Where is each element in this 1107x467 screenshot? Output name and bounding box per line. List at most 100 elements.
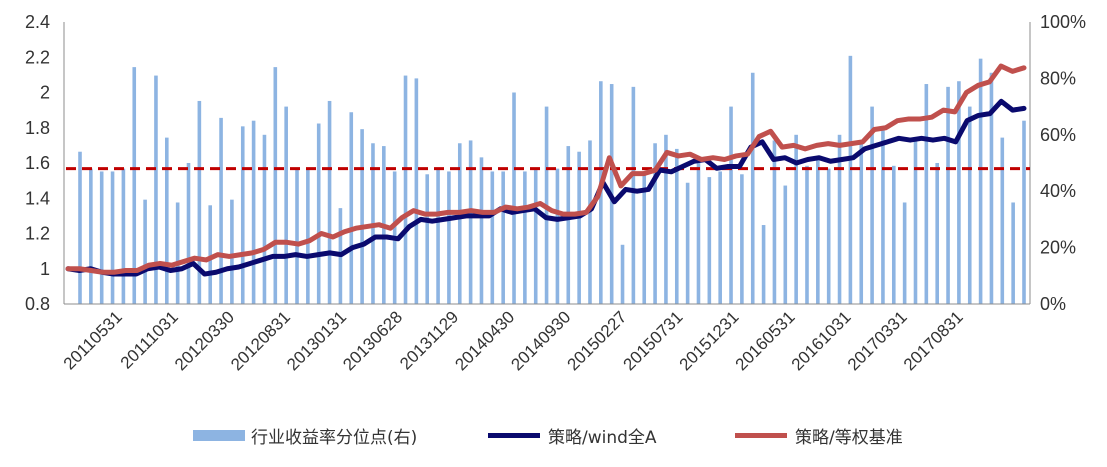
- bar: [848, 55, 853, 305]
- bar: [533, 168, 538, 304]
- bar: [154, 75, 158, 304]
- bar: [1022, 120, 1026, 304]
- bar: [78, 151, 82, 304]
- x-tick-label: 20120831: [227, 307, 294, 374]
- bar: [132, 67, 137, 305]
- bar: [165, 137, 169, 304]
- axes-layer: [63, 22, 1031, 305]
- bar: [674, 148, 679, 304]
- x-tick-label: 20150227: [564, 307, 631, 374]
- left-tick-label: 1: [40, 259, 50, 279]
- bar: [913, 137, 918, 304]
- x-tick-label: 20110531: [60, 307, 126, 373]
- bar: [555, 168, 560, 304]
- bar: [479, 157, 484, 304]
- bar: [631, 86, 636, 304]
- bar: [783, 185, 788, 304]
- bar: [816, 160, 820, 304]
- bar: [935, 163, 939, 304]
- bar: [1000, 137, 1005, 304]
- right-tick-label: 40%: [1040, 181, 1076, 201]
- x-tick-label: 20120330: [171, 307, 238, 374]
- bars-layer: [78, 55, 1026, 305]
- x-tick-label: 20170831: [900, 307, 967, 374]
- legend-label-wind: 策略/wind全A: [548, 428, 657, 448]
- left-tick-label: 1.4: [25, 188, 50, 208]
- bar: [1011, 202, 1015, 304]
- x-tick-label: 20161031: [788, 307, 855, 374]
- left-tick-label: 2.2: [25, 47, 50, 67]
- bar: [761, 225, 766, 304]
- bar: [186, 163, 191, 304]
- left-tick-label: 1.2: [25, 224, 50, 244]
- bar: [826, 168, 831, 304]
- bar: [349, 112, 354, 305]
- bar: [251, 120, 256, 304]
- bar: [707, 177, 712, 304]
- x-tick-label: 20170331: [844, 307, 911, 374]
- x-tick-label: 20140430: [451, 307, 518, 374]
- left-tick-label: 1.8: [25, 118, 50, 138]
- bar: [523, 171, 527, 304]
- bar: [284, 106, 288, 304]
- left-tick-label: 0.8: [25, 294, 50, 314]
- series-line-wind: [65, 98, 1027, 277]
- bar: [750, 72, 755, 304]
- bar: [501, 171, 505, 304]
- bar: [99, 171, 104, 304]
- bar: [425, 174, 430, 304]
- bar: [436, 168, 440, 304]
- bar: [805, 165, 809, 304]
- bar: [859, 143, 864, 304]
- bar: [696, 157, 701, 304]
- bar: [642, 174, 647, 304]
- bar: [208, 205, 213, 304]
- bar: [414, 78, 419, 305]
- bar: [230, 199, 234, 304]
- bar: [653, 143, 657, 304]
- right-tick-label: 80%: [1040, 68, 1076, 88]
- bar: [685, 182, 690, 304]
- bar: [837, 134, 842, 304]
- bar: [891, 165, 896, 304]
- bar: [989, 72, 994, 304]
- bar: [881, 126, 885, 304]
- bar: [306, 168, 310, 304]
- bar: [219, 117, 223, 304]
- bar: [902, 202, 907, 304]
- bar: [110, 171, 115, 304]
- left-tick-label: 1.6: [25, 153, 50, 173]
- bar: [718, 171, 722, 304]
- legend-swatch-bar: [193, 430, 245, 441]
- x-tick-label: 20140930: [507, 307, 574, 374]
- bar: [740, 174, 744, 304]
- bar: [512, 92, 516, 304]
- bar: [946, 86, 950, 304]
- bar: [262, 134, 267, 304]
- bar: [772, 140, 777, 304]
- bar: [967, 106, 972, 304]
- bar: [143, 199, 147, 304]
- right-tick-label: 20%: [1040, 238, 1076, 258]
- bar: [175, 202, 180, 304]
- bar: [588, 140, 592, 304]
- bar: [295, 168, 299, 304]
- legend-label-equal: 策略/等权基准: [795, 428, 903, 448]
- legend: 行业收益率分位点(右) 策略/wind全A 策略/等权基准: [193, 428, 903, 448]
- bar: [978, 58, 983, 304]
- x-tick-label: 20160531: [732, 307, 799, 374]
- bar: [468, 140, 473, 304]
- bar: [89, 168, 93, 304]
- bar: [403, 75, 408, 304]
- bar: [577, 151, 581, 304]
- bar: [620, 244, 625, 304]
- bar: [957, 81, 961, 304]
- bar: [566, 146, 571, 304]
- x-tick-label: 20130131: [283, 307, 350, 374]
- right-tick-label: 100%: [1040, 12, 1086, 32]
- bar: [457, 143, 462, 304]
- bar: [924, 84, 929, 304]
- x-tick-label: 20150731: [620, 307, 687, 374]
